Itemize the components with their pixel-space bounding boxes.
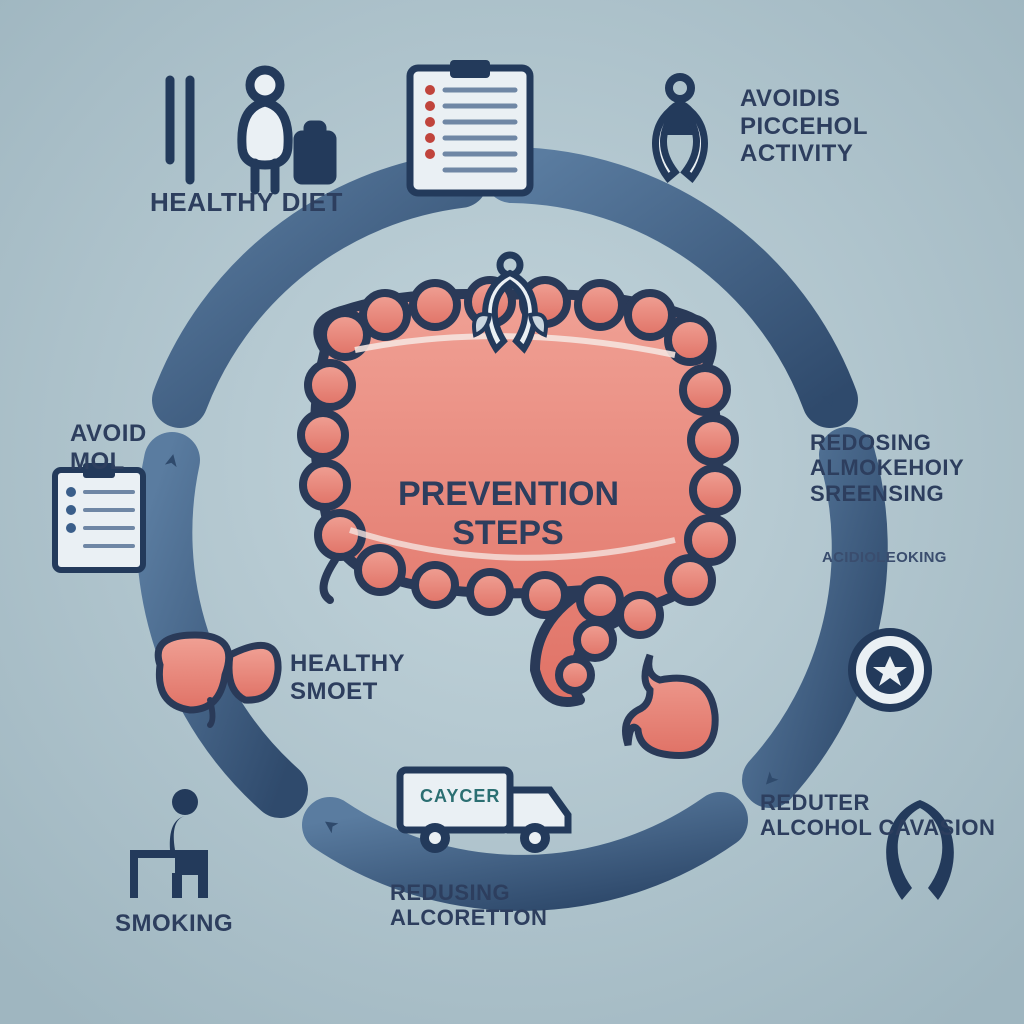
label-truck-text: CAYCER: [420, 786, 500, 807]
shield-star-icon: [852, 632, 928, 708]
label-redosing-sub: ACIDIOLEOKING: [822, 550, 947, 567]
label-redus-alco: REDUSING ALCORETTON: [390, 880, 547, 931]
infographic-canvas: PREVENTION STEPS HEALTHY DIET AVOIDIS PI…: [0, 0, 1024, 1024]
label-avoid-activity: AVOIDIS PICCEHOL ACTIVITY: [740, 85, 868, 168]
clipboard-top-icon: [410, 60, 530, 193]
label-redosing: REDOSING ALMOKEHOIY SREENSING: [810, 430, 964, 506]
center-title-line2: STEPS: [452, 514, 563, 552]
center-title-line1: PREVENTION: [398, 475, 619, 513]
label-healthy-diet: HEALTHY DIET: [150, 188, 343, 218]
label-smoking: SMOKING: [115, 910, 233, 938]
label-avoid-mol: AVOID MOL: [70, 420, 147, 475]
label-healthy-smoet: HEALTHY SMOET: [290, 650, 405, 705]
center-title: PREVENTION STEPS: [398, 475, 618, 553]
clipboard-left-icon: [55, 463, 143, 570]
label-reduter: REDUTER ALCOHOL CAVASION: [760, 790, 995, 841]
